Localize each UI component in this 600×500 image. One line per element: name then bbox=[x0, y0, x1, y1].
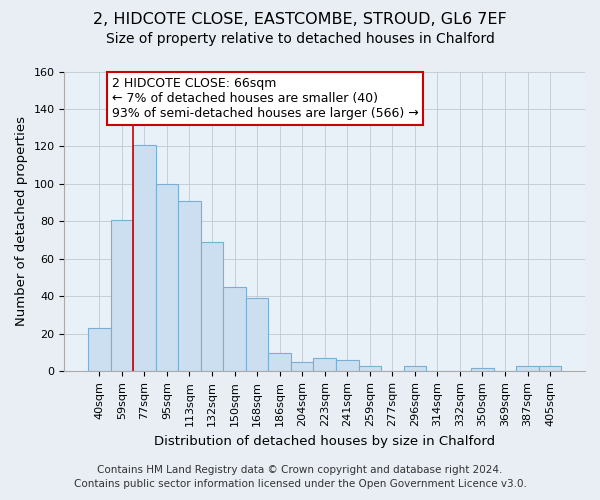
Y-axis label: Number of detached properties: Number of detached properties bbox=[15, 116, 28, 326]
Bar bbox=[88, 328, 110, 372]
Bar bbox=[471, 368, 494, 372]
Bar bbox=[336, 360, 359, 372]
Bar bbox=[268, 352, 291, 372]
Bar bbox=[133, 144, 155, 372]
Bar bbox=[110, 220, 133, 372]
X-axis label: Distribution of detached houses by size in Chalford: Distribution of detached houses by size … bbox=[154, 434, 495, 448]
Bar bbox=[539, 366, 562, 372]
Bar bbox=[201, 242, 223, 372]
Bar bbox=[155, 184, 178, 372]
Bar bbox=[178, 201, 201, 372]
Text: Size of property relative to detached houses in Chalford: Size of property relative to detached ho… bbox=[106, 32, 494, 46]
Bar bbox=[291, 362, 313, 372]
Bar bbox=[359, 366, 381, 372]
Text: 2 HIDCOTE CLOSE: 66sqm
← 7% of detached houses are smaller (40)
93% of semi-deta: 2 HIDCOTE CLOSE: 66sqm ← 7% of detached … bbox=[112, 77, 418, 120]
Bar bbox=[313, 358, 336, 372]
Bar bbox=[246, 298, 268, 372]
Bar bbox=[404, 366, 426, 372]
Text: 2, HIDCOTE CLOSE, EASTCOMBE, STROUD, GL6 7EF: 2, HIDCOTE CLOSE, EASTCOMBE, STROUD, GL6… bbox=[93, 12, 507, 28]
Bar bbox=[516, 366, 539, 372]
Bar bbox=[223, 287, 246, 372]
Text: Contains HM Land Registry data © Crown copyright and database right 2024.
Contai: Contains HM Land Registry data © Crown c… bbox=[74, 465, 526, 489]
